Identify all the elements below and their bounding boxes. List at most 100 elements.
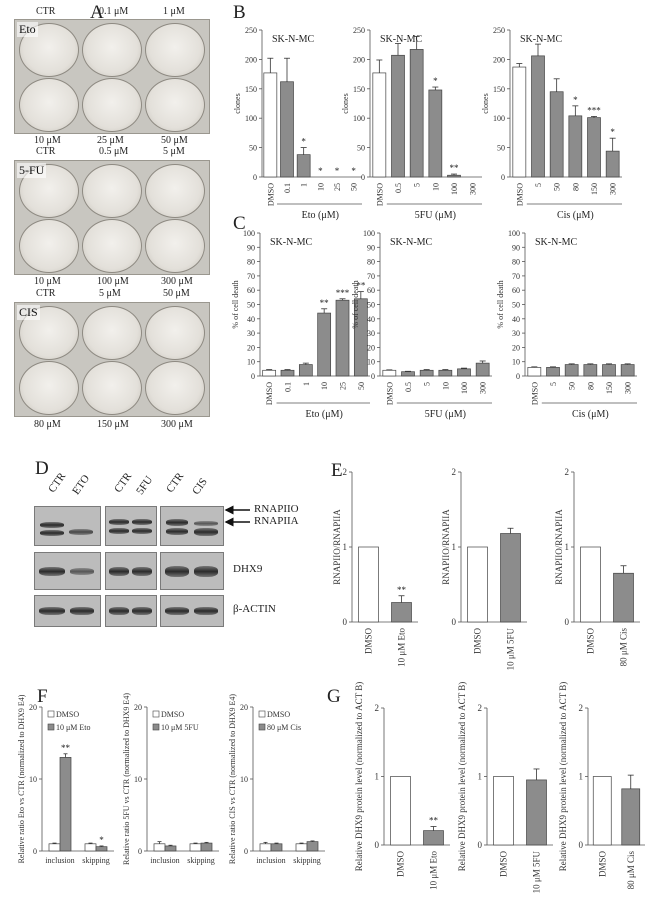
wb-dhx9-cis	[160, 552, 224, 590]
y-tick-label: 10	[367, 358, 375, 367]
y-tick-label: 250	[245, 26, 257, 35]
significance-label: **	[450, 163, 460, 173]
panel-letter-b: B	[233, 2, 246, 23]
y-tick-label: 70	[367, 272, 375, 281]
y-tick-label: 20	[134, 703, 142, 712]
y-tick-label: 1	[452, 542, 457, 552]
plate-fu-bottom-label: 100 μM	[97, 276, 129, 287]
plate-fu: 5-FU	[14, 160, 210, 275]
x-tick-label: DMSO	[473, 628, 483, 655]
y-axis-label: % of cell death	[351, 280, 360, 328]
wb-label-rnapiio: RNAPIIO	[254, 503, 299, 515]
y-tick-label: 50	[249, 144, 257, 153]
x-tick-label: inclusion	[150, 856, 179, 865]
panel-letter-d: D	[35, 458, 49, 479]
bar	[602, 364, 616, 377]
x-tick-label: DMSO	[385, 382, 394, 405]
wb-actin-5fu	[105, 595, 157, 627]
bar	[280, 81, 294, 178]
y-tick-label: 80	[512, 258, 520, 267]
y-tick-label: 2	[579, 703, 584, 713]
y-tick-label: 2	[343, 467, 348, 477]
panel-letter-c: C	[233, 213, 246, 234]
x-tick-label: 10	[431, 183, 440, 191]
panel-letter-f: F	[37, 686, 48, 707]
significance-label: *	[335, 166, 340, 176]
y-tick-label: 0	[244, 847, 248, 856]
y-tick-label: 1	[478, 772, 483, 782]
y-tick-label: 2	[375, 703, 380, 713]
x-tick-label: 150	[590, 183, 599, 195]
significance-label: **	[429, 816, 439, 826]
y-tick-label: 60	[247, 286, 255, 295]
x-tick-label: 50	[357, 382, 366, 390]
y-axis-label: clones	[341, 93, 350, 113]
x-tick-label: 10 μM Eto	[397, 628, 407, 667]
bar	[531, 55, 545, 178]
y-tick-label: 80	[247, 258, 255, 267]
y-tick-label: 20	[367, 343, 375, 352]
x-tick-label: DMSO	[586, 628, 596, 655]
significance-label: ***	[587, 105, 601, 115]
y-tick-label: 10	[240, 775, 248, 784]
plate-cis-bottom-label: 80 μM	[34, 419, 61, 430]
bar	[263, 72, 278, 178]
bar	[317, 312, 332, 377]
x-tick-label: 50	[568, 382, 577, 390]
well	[19, 361, 79, 415]
x-tick-label: inclusion	[45, 856, 74, 865]
y-tick-label: 2	[478, 703, 483, 713]
panel-letter-a: A	[90, 2, 104, 23]
bar	[372, 72, 387, 178]
well	[145, 306, 205, 360]
plate-fu-top-label: 0.5 μM	[99, 146, 129, 157]
y-axis-label: Relative DHX9 protein level (normalized …	[558, 682, 568, 872]
x-tick-label: DMSO	[364, 628, 374, 655]
y-tick-label: 100	[508, 229, 520, 238]
wb-label-rnapiia: RNAPIIA	[254, 515, 299, 527]
x-tick-label: 0.5	[394, 183, 403, 193]
well	[82, 219, 142, 273]
bar	[295, 843, 308, 852]
x-tick-label: 300	[479, 382, 488, 394]
x-tick-label: skipping	[82, 856, 110, 865]
bar	[620, 364, 635, 377]
y-tick-label: 150	[245, 85, 257, 94]
legend-label: DMSO	[161, 710, 184, 719]
well	[145, 23, 205, 77]
x-axis-label: Cis (μM)	[572, 409, 609, 420]
x-tick-label: DMSO	[396, 851, 406, 878]
x-tick-label: 0.5	[404, 382, 413, 392]
y-tick-label: 0	[478, 840, 483, 850]
x-tick-label: 10	[320, 382, 329, 390]
chart-e1: 0 1 2 RNAPIIO/RNAPIIA DMSO ** 10 μM Eto	[332, 467, 418, 667]
significance-label: *	[433, 76, 438, 86]
wb-lane-5fu: 5FU	[134, 474, 156, 497]
bar	[587, 117, 601, 178]
y-tick-label: 0	[343, 617, 348, 627]
bar	[526, 779, 547, 846]
y-tick-label: 30	[247, 329, 255, 338]
y-tick-label: 250	[353, 26, 365, 35]
bar	[613, 572, 634, 623]
bar	[409, 49, 424, 178]
x-tick-label: DMSO	[597, 851, 607, 878]
well	[145, 219, 205, 273]
bar	[428, 89, 443, 178]
plate-cis-tag: CIS	[17, 305, 40, 320]
bar	[549, 91, 564, 178]
bar	[564, 364, 579, 377]
plate-eto-bottom-label: 25 μM	[97, 135, 124, 146]
well	[145, 164, 205, 218]
bar	[390, 776, 411, 846]
y-axis-label: clones	[481, 93, 490, 113]
well	[82, 78, 142, 132]
bar	[592, 776, 612, 846]
y-tick-label: 1	[579, 772, 584, 782]
well	[82, 164, 142, 218]
chart-c3: 0 10 20 30 40 50 60 70 80 90 100 % of cell death SK-…	[496, 229, 637, 420]
y-tick-label: 0	[361, 173, 365, 182]
x-tick-label: 1	[300, 183, 309, 187]
